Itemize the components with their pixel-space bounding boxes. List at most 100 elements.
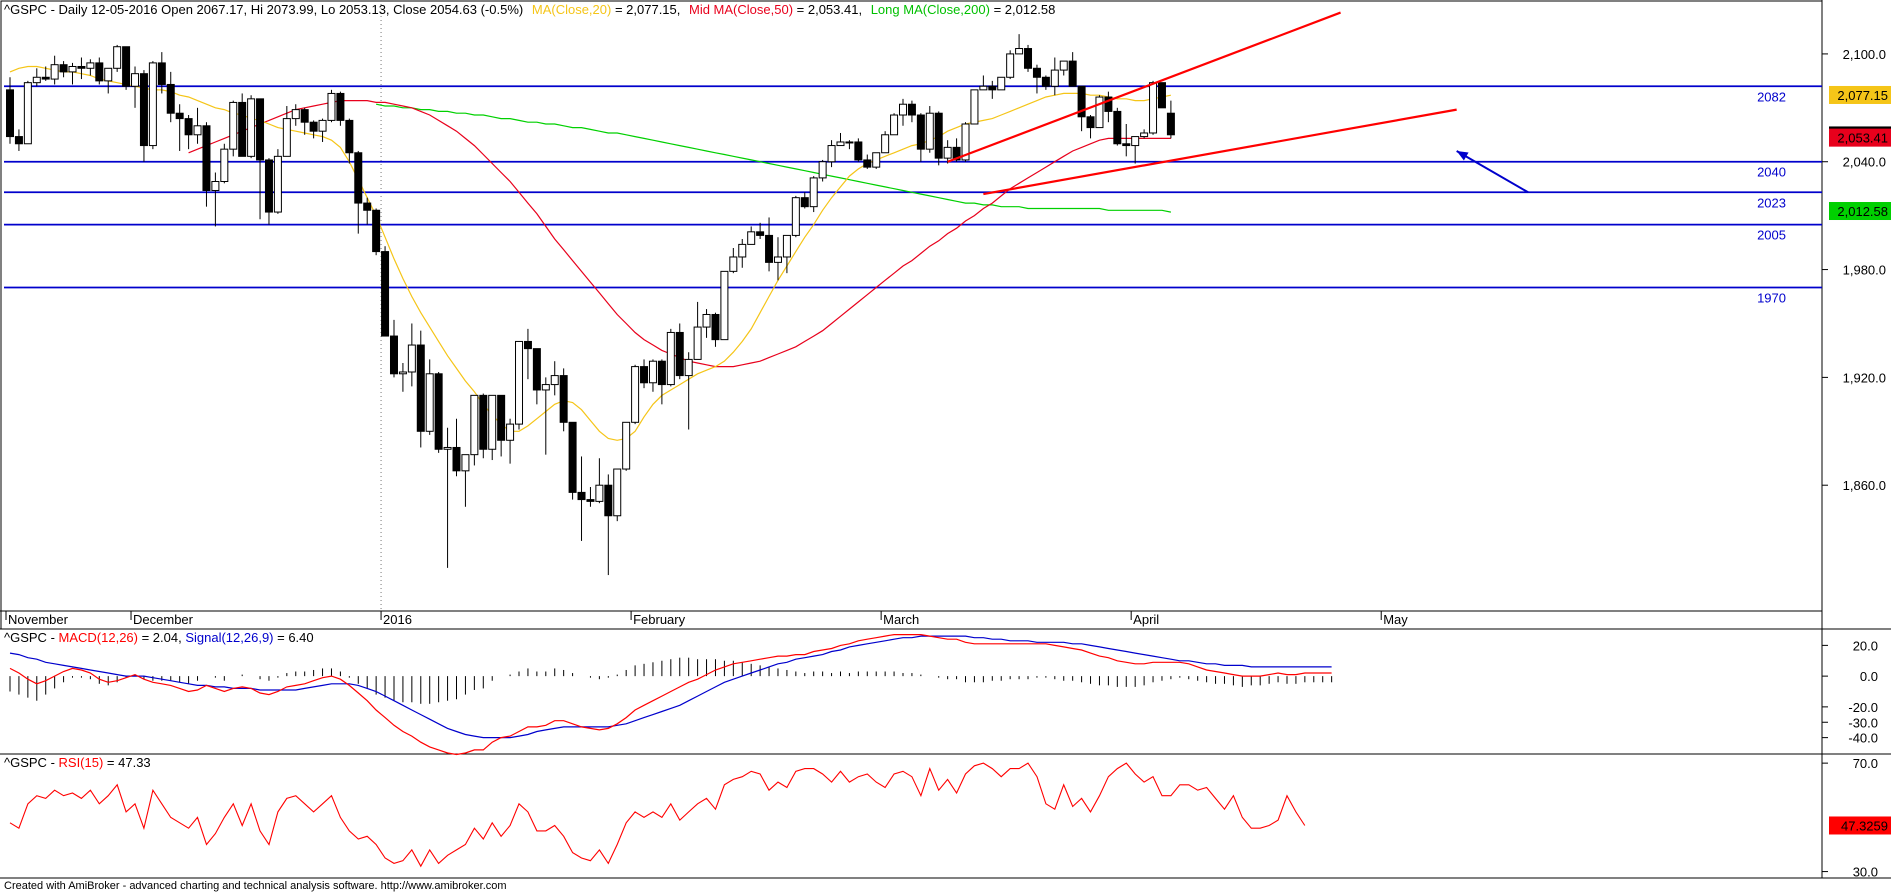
candle-up: [327, 92, 336, 121]
macd-title-part: MACD(12,26): [59, 630, 138, 645]
badge-ma200-text: 2,012.58: [1837, 204, 1888, 219]
macd-title-part: = 6.40: [274, 630, 314, 645]
candle-down: [434, 373, 443, 450]
rsi-tick-label: 70.0: [1853, 756, 1878, 771]
candle-down: [479, 394, 488, 450]
candle-up: [1015, 48, 1024, 55]
candle-down: [1166, 112, 1175, 136]
candle-up: [684, 358, 693, 377]
candle-up: [50, 64, 59, 80]
candle-up: [872, 152, 881, 168]
rsi-title-part: = 47.33: [103, 755, 150, 770]
candle-down: [300, 109, 309, 123]
candle-up: [23, 82, 32, 145]
candle-up: [979, 85, 988, 91]
upper-trendline: [947, 11, 1341, 163]
candle-up: [890, 114, 899, 136]
macd-tick-label: -20.0: [1848, 700, 1878, 715]
rsi-value-badge-text: 47.3259: [1841, 818, 1888, 833]
candle-up: [407, 344, 416, 373]
candle-up: [425, 373, 434, 432]
month-label: December: [133, 612, 194, 627]
candle-up: [113, 46, 122, 69]
month-label: March: [883, 612, 919, 627]
moving-averages: [9, 65, 1172, 441]
symbol-label: ^GSPC: [4, 2, 47, 17]
candle-down: [854, 141, 863, 161]
candle-up: [550, 375, 559, 386]
candle-down: [559, 375, 568, 423]
candle-up: [211, 181, 220, 191]
candle-up: [1095, 96, 1104, 129]
candle-up: [32, 76, 41, 84]
candle-down: [765, 234, 774, 263]
badge-ma50-text: 2,053.41: [1837, 131, 1888, 146]
level-label-2082: 2082: [1757, 89, 1786, 104]
ma20-legend-label: MA(Close,20): [532, 2, 611, 17]
candle-up: [720, 270, 729, 341]
candle-up: [961, 123, 970, 161]
month-label: 2016: [383, 612, 412, 627]
rsi-pane: 70.0 30.0 47.3259: [9, 756, 1891, 880]
candle-up: [461, 454, 470, 472]
candle-down: [988, 85, 997, 91]
candle-down: [363, 202, 372, 211]
candle-up: [970, 89, 979, 125]
candle-up: [845, 141, 854, 144]
candle-up: [488, 394, 497, 450]
candle-up: [148, 62, 157, 147]
candle-down: [77, 65, 86, 69]
candle-up: [1149, 82, 1158, 134]
candle-down: [523, 340, 532, 350]
candle-down: [157, 62, 166, 85]
macd-tick-label: 0.0: [1860, 669, 1878, 684]
candle-up: [398, 371, 407, 375]
ma50-legend-label: Mid MA(Close,50): [689, 2, 793, 17]
price-axis-ticks: 2,100.0 2,040.0 1,980.0 1,920.0 1,860.0: [1822, 47, 1886, 493]
candle-down: [59, 64, 68, 73]
candle-up: [220, 148, 229, 183]
price-tick-label: 1,920.0: [1843, 370, 1886, 385]
badge-ma50: [1829, 128, 1891, 147]
rsi-title-part: ^GSPC: [4, 755, 47, 770]
ma200-legend-label: Long MA(Close,200): [871, 2, 990, 17]
level-label-2005: 2005: [1757, 228, 1786, 243]
candle-down: [1068, 60, 1077, 87]
candle-up: [104, 67, 113, 82]
candle-up: [899, 103, 907, 116]
annotations: [947, 11, 1529, 196]
candle-down: [532, 348, 541, 391]
badge-ma20: [1829, 85, 1891, 104]
level-label-2023: 2023: [1757, 195, 1786, 210]
candle-down: [95, 62, 104, 82]
month-labels: November December 2016 February March April Ma…: [5, 611, 1408, 627]
candle-down: [264, 159, 273, 213]
candle-up: [809, 177, 818, 208]
candle-down: [139, 73, 148, 147]
candle-down: [452, 446, 461, 472]
candle-up: [282, 118, 291, 157]
rsi-title-part: -: [47, 755, 59, 770]
candle-down: [184, 118, 193, 136]
macd-title-part: ^GSPC: [4, 630, 47, 645]
ma50-legend-value: = 2,053.41,: [797, 2, 862, 17]
horizontal-levels: 2082 2040 2023 2005 1970: [4, 85, 1822, 306]
ma20-legend-value: = 2,077.15,: [615, 2, 680, 17]
candle-up: [86, 62, 95, 69]
ma20-line: [9, 65, 1172, 441]
ma200-legend-value: = 2,012.58: [994, 2, 1056, 17]
price-tick-label: 2,040.0: [1843, 155, 1886, 170]
candle-down: [1086, 116, 1095, 129]
candle-up: [666, 331, 675, 386]
candle-up: [791, 197, 800, 236]
candle-up: [773, 256, 782, 263]
price-tick-label: 1,980.0: [1843, 263, 1886, 278]
candle-up: [818, 161, 827, 179]
candle-up: [622, 421, 631, 470]
candle-up: [318, 119, 327, 132]
candle-down: [166, 83, 175, 114]
candle-up: [247, 98, 256, 157]
candle-up: [541, 384, 550, 391]
candle-up: [729, 256, 738, 272]
